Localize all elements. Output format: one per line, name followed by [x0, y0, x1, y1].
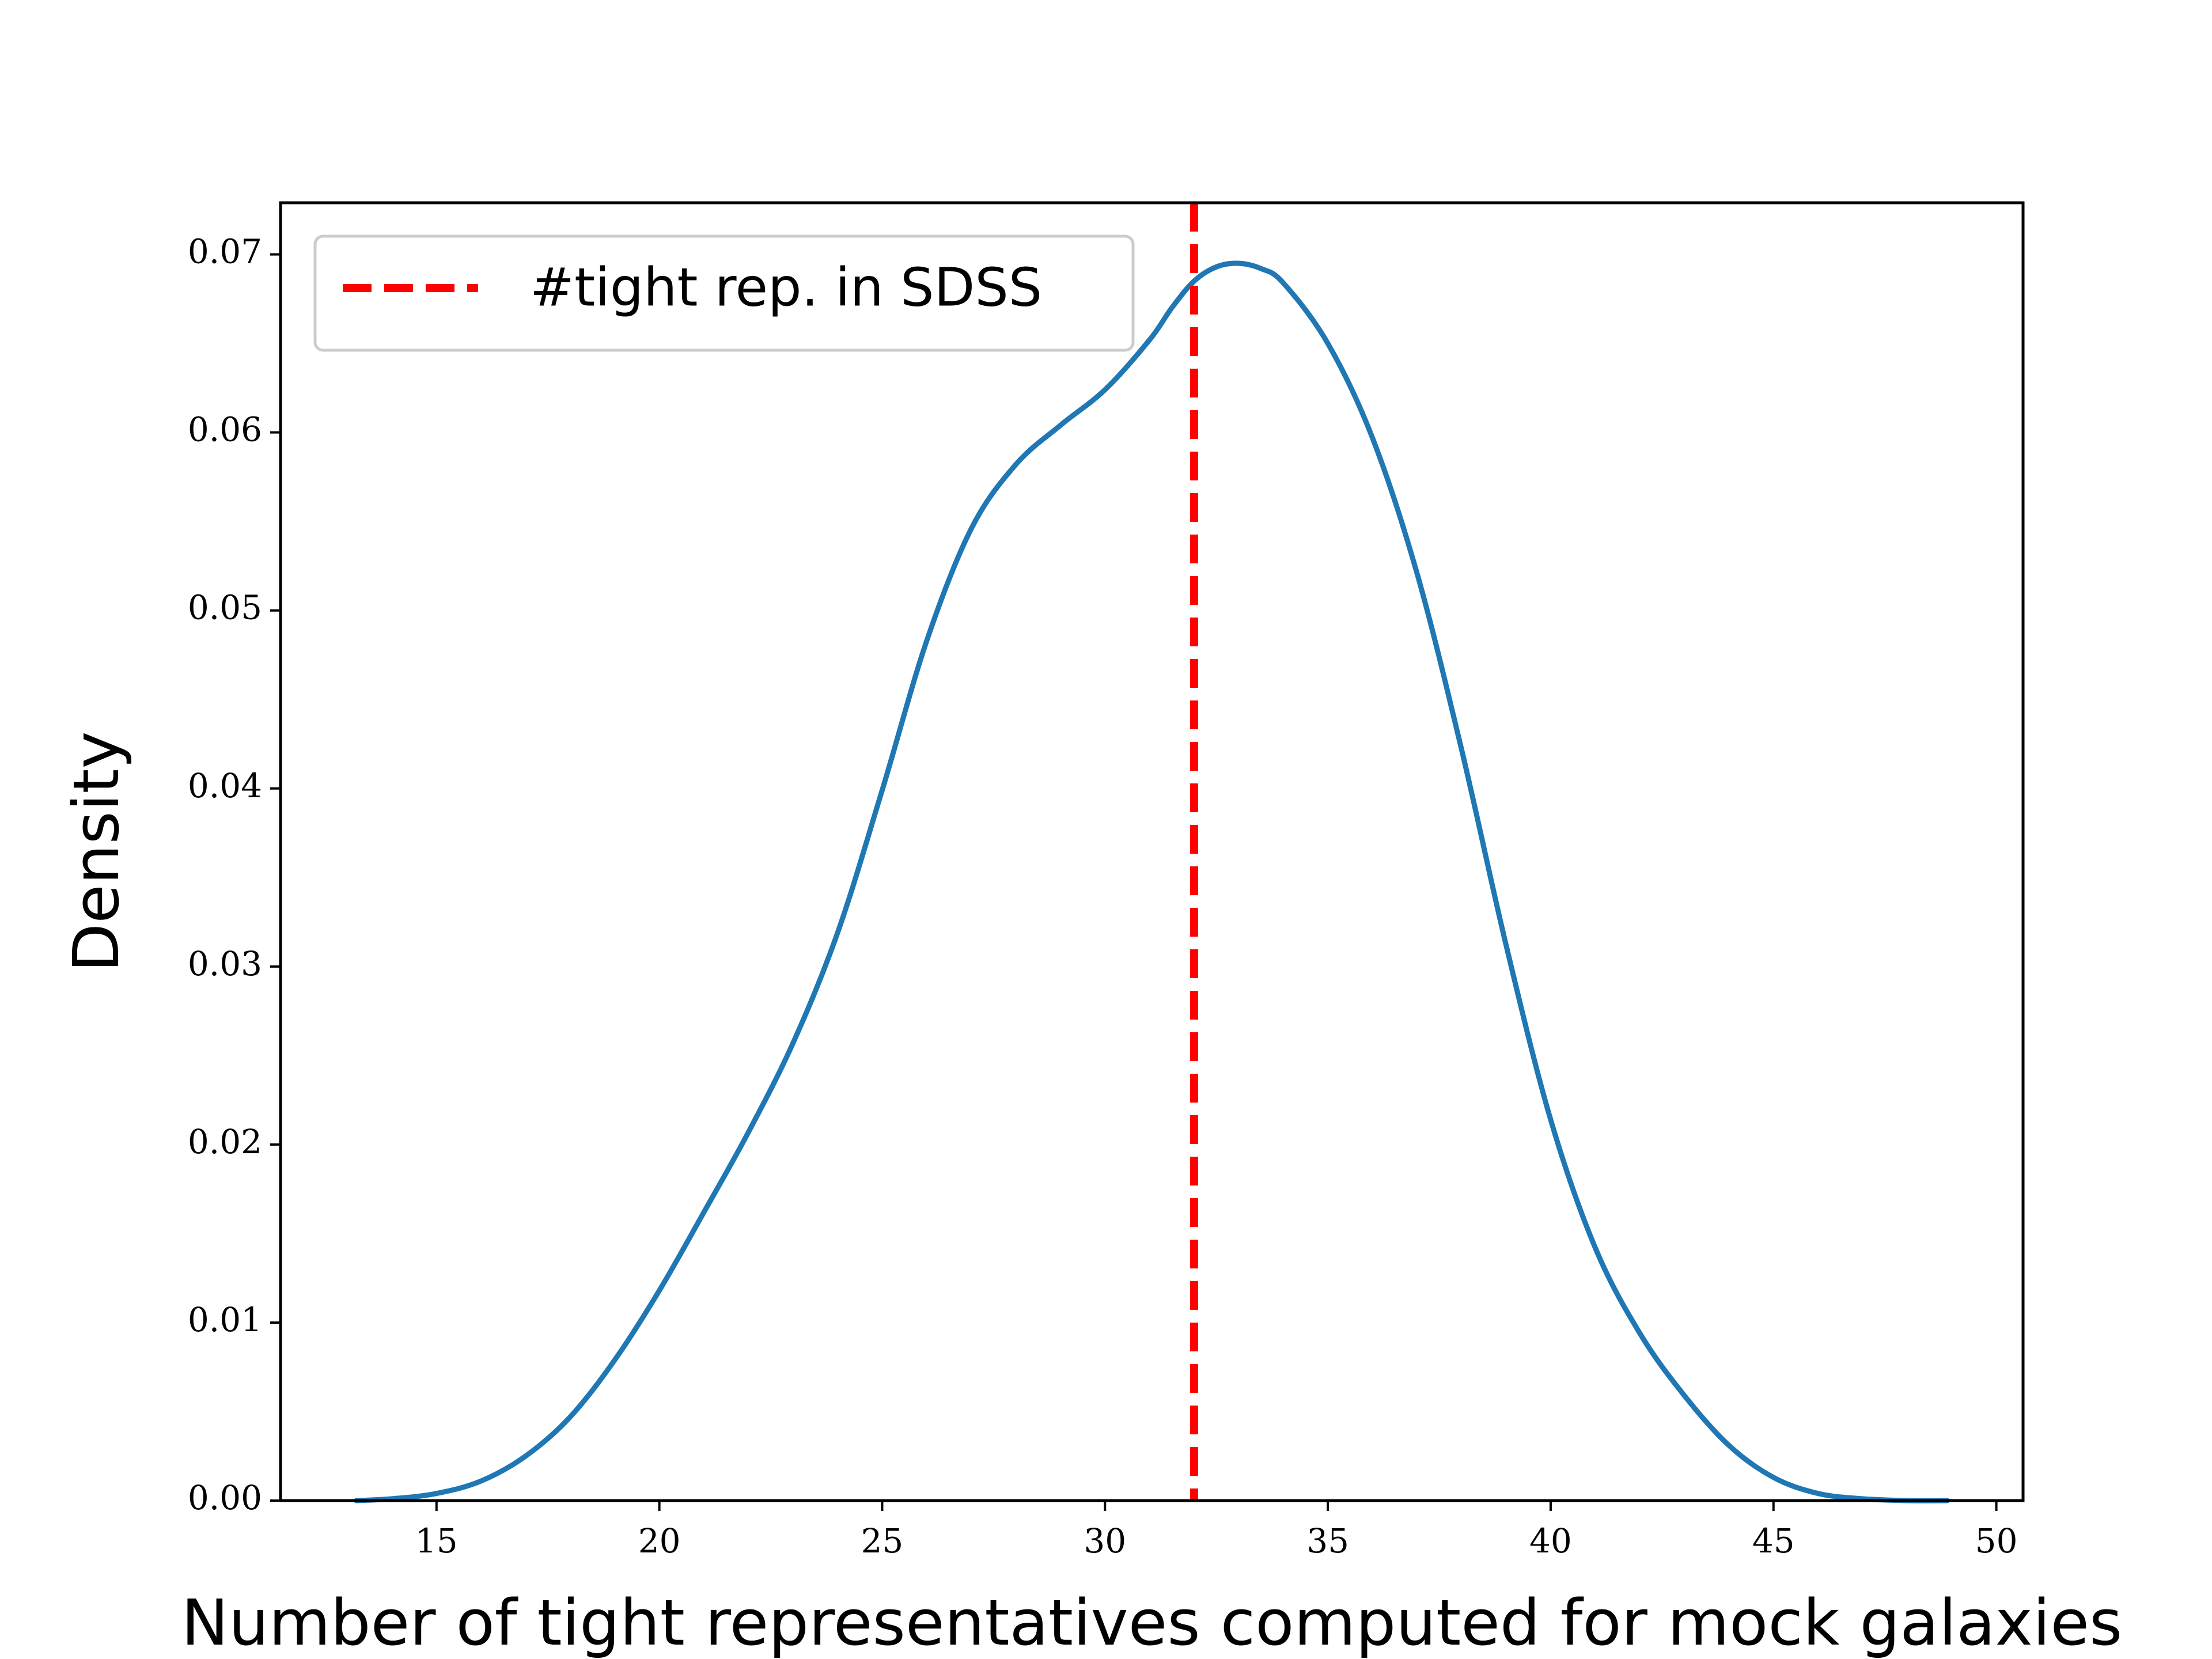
x-tick-label: 30: [1084, 1521, 1126, 1560]
x-axis-label: Number of tight representatives computed…: [181, 1586, 2123, 1659]
x-tick-label: 50: [1975, 1521, 2018, 1560]
y-tick-label: 0.02: [188, 1122, 262, 1161]
density-curve: [354, 260, 1950, 1503]
legend-label: #tight rep. in SDSS: [530, 256, 1042, 318]
x-tick-label: 40: [1529, 1521, 1572, 1560]
y-tick-label: 0.03: [188, 944, 262, 983]
y-tick-label: 0.01: [188, 1300, 262, 1339]
y-tick-label: 0.07: [188, 232, 262, 271]
x-tick-label: 35: [1306, 1521, 1349, 1560]
x-tick-label: 25: [861, 1521, 904, 1560]
x-axis-ticks: 15 20 25 30 35 40 45 50: [415, 1501, 2018, 1560]
plot-area-frame: [279, 201, 2025, 1502]
y-tick-label: 0.06: [188, 410, 262, 449]
legend: #tight rep. in SDSS: [313, 234, 1135, 352]
y-axis-ticks: 0.00 0.01 0.02 0.03 0.04 0.05 0.06 0.07: [188, 232, 281, 1517]
y-tick-label: 0.05: [188, 588, 262, 627]
y-axis-label: Density: [59, 731, 133, 972]
legend-box: [313, 234, 1135, 352]
y-tick-label: 0.00: [188, 1478, 262, 1517]
x-tick-label: 45: [1752, 1521, 1795, 1560]
x-tick-label: 15: [415, 1521, 458, 1560]
y-tick-label: 0.04: [188, 766, 262, 805]
x-tick-label: 20: [638, 1521, 681, 1560]
